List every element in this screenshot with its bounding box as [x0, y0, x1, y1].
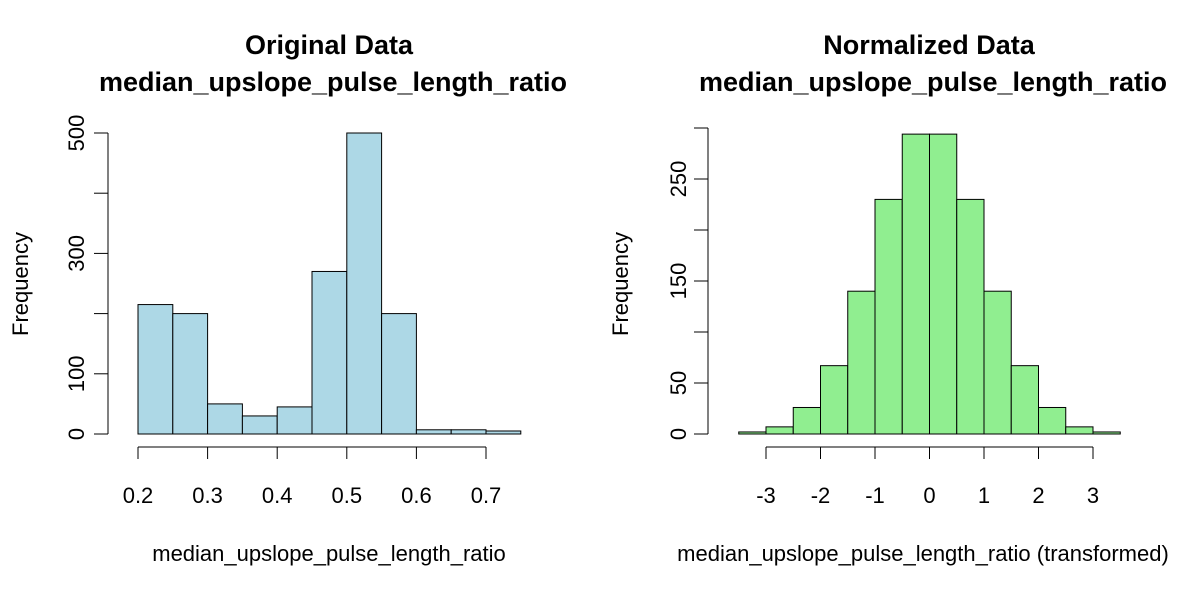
histogram-bar-7 [381, 313, 417, 435]
histogram-bar-8 [415, 429, 452, 435]
histogram-bar-0 [137, 304, 174, 435]
x-tick-label: 0.4 [262, 483, 293, 508]
y-tick-label: 150 [666, 263, 691, 300]
y-axis-label: Frequency [8, 232, 33, 336]
panel-title-line2: median_upslope_pulse_length_ratio [99, 67, 567, 97]
y-tick-label: 50 [666, 371, 691, 395]
histogram-bar-3 [820, 365, 849, 435]
y-axis-label: Frequency [608, 232, 633, 336]
bars [137, 132, 522, 435]
y-tick-label: 0 [64, 428, 89, 440]
x-tick-label: -1 [865, 483, 885, 508]
histogram-bar-1 [765, 426, 794, 435]
histogram-bar-9 [450, 429, 487, 435]
x-tick-label: 0 [923, 483, 935, 508]
histogram-bar-5 [311, 270, 348, 435]
x-tick-label: 1 [978, 483, 990, 508]
original-data-panel: Original Data median_upslope_pulse_lengt… [8, 30, 567, 566]
y-tick-label: 250 [666, 161, 691, 198]
histogram-bar-4 [276, 406, 313, 435]
panel-title-line2: median_upslope_pulse_length_ratio [699, 67, 1167, 97]
histogram-bar-2 [207, 403, 243, 435]
histogram-bar-12 [1065, 426, 1094, 435]
normalized-data-panel: Normalized Data median_upslope_pulse_len… [608, 30, 1169, 566]
panel-title-line1: Original Data [245, 30, 414, 60]
axes: 0 100 300 500 0.2 0.3 0.4 0.5 0.6 0.7 [64, 115, 501, 508]
x-axis-label: median_upslope_pulse_length_ratio (trans… [677, 541, 1169, 566]
y-tick-label: 0 [666, 428, 691, 440]
histogram-bar-4 [847, 290, 876, 435]
x-tick-label: 0.6 [401, 483, 432, 508]
x-tick-label: 3 [1087, 483, 1099, 508]
y-tick-label: 300 [64, 235, 89, 272]
histogram-bar-9 [983, 290, 1012, 435]
panel-title-line1: Normalized Data [823, 30, 1036, 60]
histogram-bar-10 [485, 430, 522, 435]
y-tick-label: 100 [64, 355, 89, 392]
histogram-bar-0 [738, 431, 767, 435]
histogram-bar-3 [241, 415, 278, 435]
histogram-bar-7 [929, 133, 958, 435]
x-tick-label: 0.7 [471, 483, 502, 508]
histogram-bar-5 [874, 198, 903, 435]
histogram-bar-6 [346, 132, 383, 435]
histogram-bar-11 [1038, 406, 1067, 435]
histogram-bar-6 [901, 133, 930, 435]
x-tick-label: 0.2 [123, 483, 154, 508]
x-tick-label: 2 [1032, 483, 1044, 508]
x-tick-label: 0.3 [192, 483, 223, 508]
axes: 0 50 150 250 -3 -2 -1 0 1 2 3 [666, 127, 1099, 508]
histogram-bar-1 [172, 313, 209, 435]
histogram-bar-10 [1010, 365, 1039, 435]
histogram-bar-2 [792, 406, 821, 435]
y-tick-label: 500 [64, 115, 89, 152]
bars [738, 133, 1121, 435]
histogram-bar-8 [956, 198, 985, 435]
x-tick-label: -3 [756, 483, 776, 508]
x-tick-label: -2 [811, 483, 831, 508]
x-axis-label: median_upslope_pulse_length_ratio [152, 541, 506, 566]
histogram-bar-13 [1092, 431, 1121, 435]
x-tick-label: 0.5 [332, 483, 363, 508]
